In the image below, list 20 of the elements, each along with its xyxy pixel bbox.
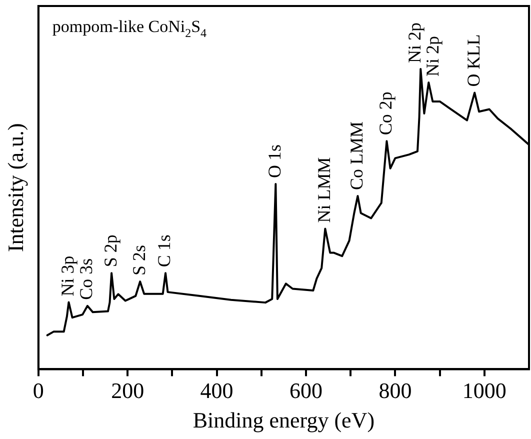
- x-tick-label: 200: [111, 378, 144, 404]
- x-tick-label: 600: [290, 378, 322, 404]
- annotation: S 2p: [100, 234, 120, 268]
- x-tick-label: 0: [32, 378, 44, 404]
- x-tick-label: 400: [200, 378, 234, 404]
- annotation: S 2s: [128, 245, 149, 276]
- annotation: Co 3s: [76, 258, 96, 300]
- annotation: Co 2p: [375, 92, 396, 136]
- annotation: O 1s: [264, 144, 284, 178]
- x-tick-label: 1000: [462, 378, 506, 404]
- annotation: Ni LMM: [314, 157, 334, 223]
- annotation: Co LMM: [346, 121, 366, 190]
- annotation: Ni 2p: [422, 36, 442, 77]
- x-tick-label: 800: [378, 378, 412, 404]
- x-axis-title: Binding energy (eV): [192, 408, 375, 433]
- annotation: O KLL: [463, 34, 484, 87]
- annotation: Ni 3p: [57, 256, 78, 296]
- annotation: C 1s: [154, 234, 174, 268]
- y-axis-title: Intensity (a.u.): [2, 123, 28, 252]
- annotation: Ni 2p: [404, 22, 424, 64]
